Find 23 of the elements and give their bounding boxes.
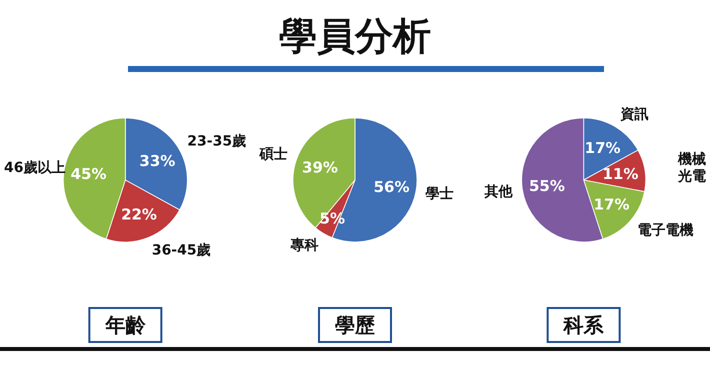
slice-label: 資訊 [619,106,648,123]
slice-label: 36-45歲 [152,242,211,259]
text: 學員分析 [279,14,431,58]
text: 年齡 [104,313,146,337]
data-label: 45% [70,165,107,184]
data-label: 11% [602,165,638,184]
slice-label: 專科 [289,237,318,254]
text: 學歷 [335,313,375,337]
data-label: 39% [302,158,338,176]
data-label: 17% [584,138,621,157]
data-label: 22% [121,206,157,224]
data-label: 55% [528,176,565,195]
slice-label: 電子電機 [638,222,694,238]
data-label: 33% [139,152,176,170]
slice-label: 學士 [426,186,454,202]
slice-label: 其他 [484,184,514,200]
data-label: 17% [594,196,630,214]
slice-label: 機械光電 [677,152,706,185]
slice-label: 46歲以上 [4,160,66,176]
slice-label: 23-35歲 [187,133,246,150]
data-label: 56% [374,178,410,196]
text: 科系 [562,313,605,337]
slice-label: 碩士 [258,146,288,162]
